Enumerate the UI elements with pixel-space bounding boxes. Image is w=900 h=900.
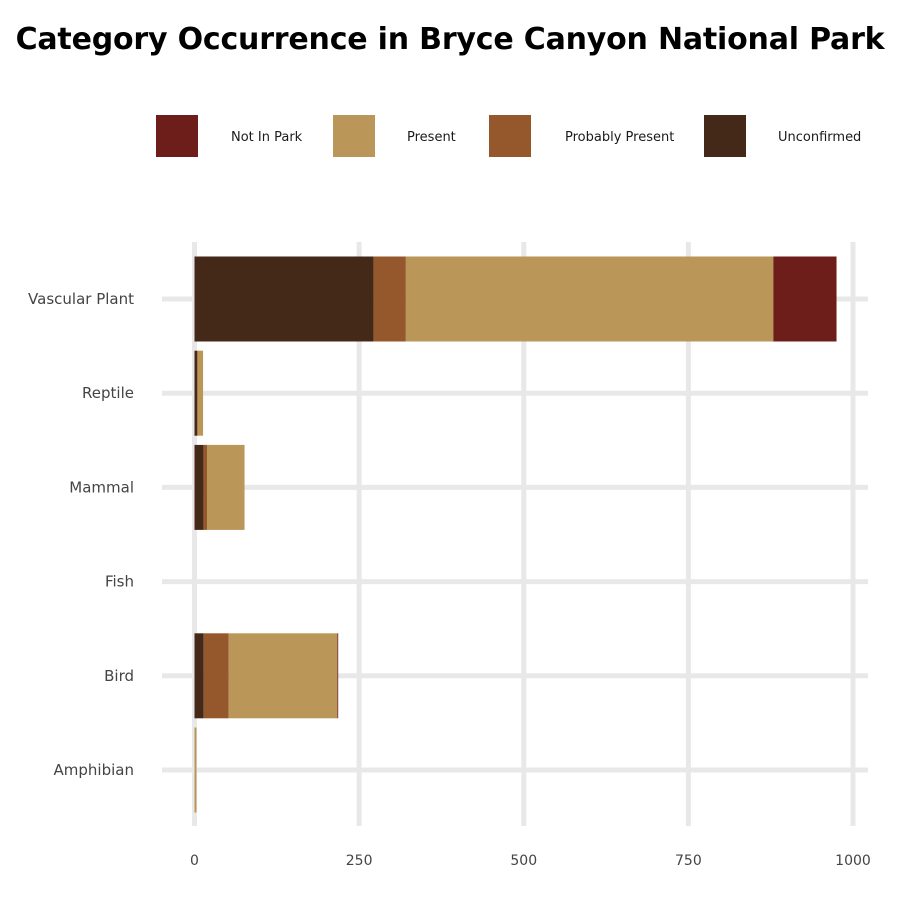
legend-label-unconfirmed: Unconfirmed bbox=[778, 130, 861, 145]
bar-vascular-plant-unconfirmed bbox=[194, 256, 374, 342]
bar-mammal-unconfirmed bbox=[194, 444, 204, 530]
category-label-mammal: Mammal bbox=[69, 478, 134, 496]
bar-mammal-probably-present bbox=[203, 444, 208, 530]
bar-mammal-present bbox=[207, 444, 245, 530]
category-label-bird: Bird bbox=[104, 667, 134, 685]
category-label-amphibian: Amphibian bbox=[54, 761, 134, 779]
legend-label-probably-present: Probably Present bbox=[565, 130, 674, 145]
legend-swatch-probably-present bbox=[489, 115, 531, 157]
legend-label-not-in-park: Not In Park bbox=[231, 130, 303, 145]
bar-reptile-unconfirmed bbox=[194, 350, 198, 436]
bar-bird-probably-present bbox=[203, 633, 229, 719]
category-label-reptile: Reptile bbox=[82, 384, 134, 402]
x-tick-label-750: 750 bbox=[675, 853, 702, 869]
bars bbox=[194, 256, 837, 813]
legend: Not In Park Present Probably Present Unconf… bbox=[156, 115, 861, 157]
legend-swatch-present bbox=[333, 115, 375, 157]
x-tick-label-500: 500 bbox=[510, 853, 537, 869]
category-label-fish: Fish bbox=[105, 573, 134, 591]
x-tick-label-0: 0 bbox=[190, 853, 199, 869]
x-tick-label-1000: 1000 bbox=[835, 853, 871, 869]
bar-vascular-plant-present bbox=[405, 256, 774, 342]
bar-vascular-plant-probably-present bbox=[373, 256, 406, 342]
bar-vascular-plant-not-in-park bbox=[773, 256, 837, 342]
bar-bird-not-in-park bbox=[337, 633, 339, 719]
x-tick-label-250: 250 bbox=[346, 853, 373, 869]
bar-reptile-present bbox=[197, 350, 204, 436]
bar-bird-unconfirmed bbox=[194, 633, 204, 719]
legend-label-present: Present bbox=[407, 130, 456, 145]
category-label-vascular-plant: Vascular Plant bbox=[28, 290, 134, 308]
chart-title: Category Occurrence in Bryce Canyon Nati… bbox=[15, 22, 885, 57]
category-labels: Vascular Plant Reptile Mammal Fish Bird Amphi… bbox=[28, 290, 134, 779]
bar-bird-present bbox=[228, 633, 338, 719]
x-tick-labels: 0 250 500 750 1000 bbox=[190, 853, 871, 869]
bar-amphibian-present bbox=[194, 727, 197, 813]
bar-reptile-probably-present bbox=[197, 350, 198, 436]
legend-swatch-unconfirmed bbox=[704, 115, 746, 157]
legend-swatch-not-in-park bbox=[156, 115, 198, 157]
